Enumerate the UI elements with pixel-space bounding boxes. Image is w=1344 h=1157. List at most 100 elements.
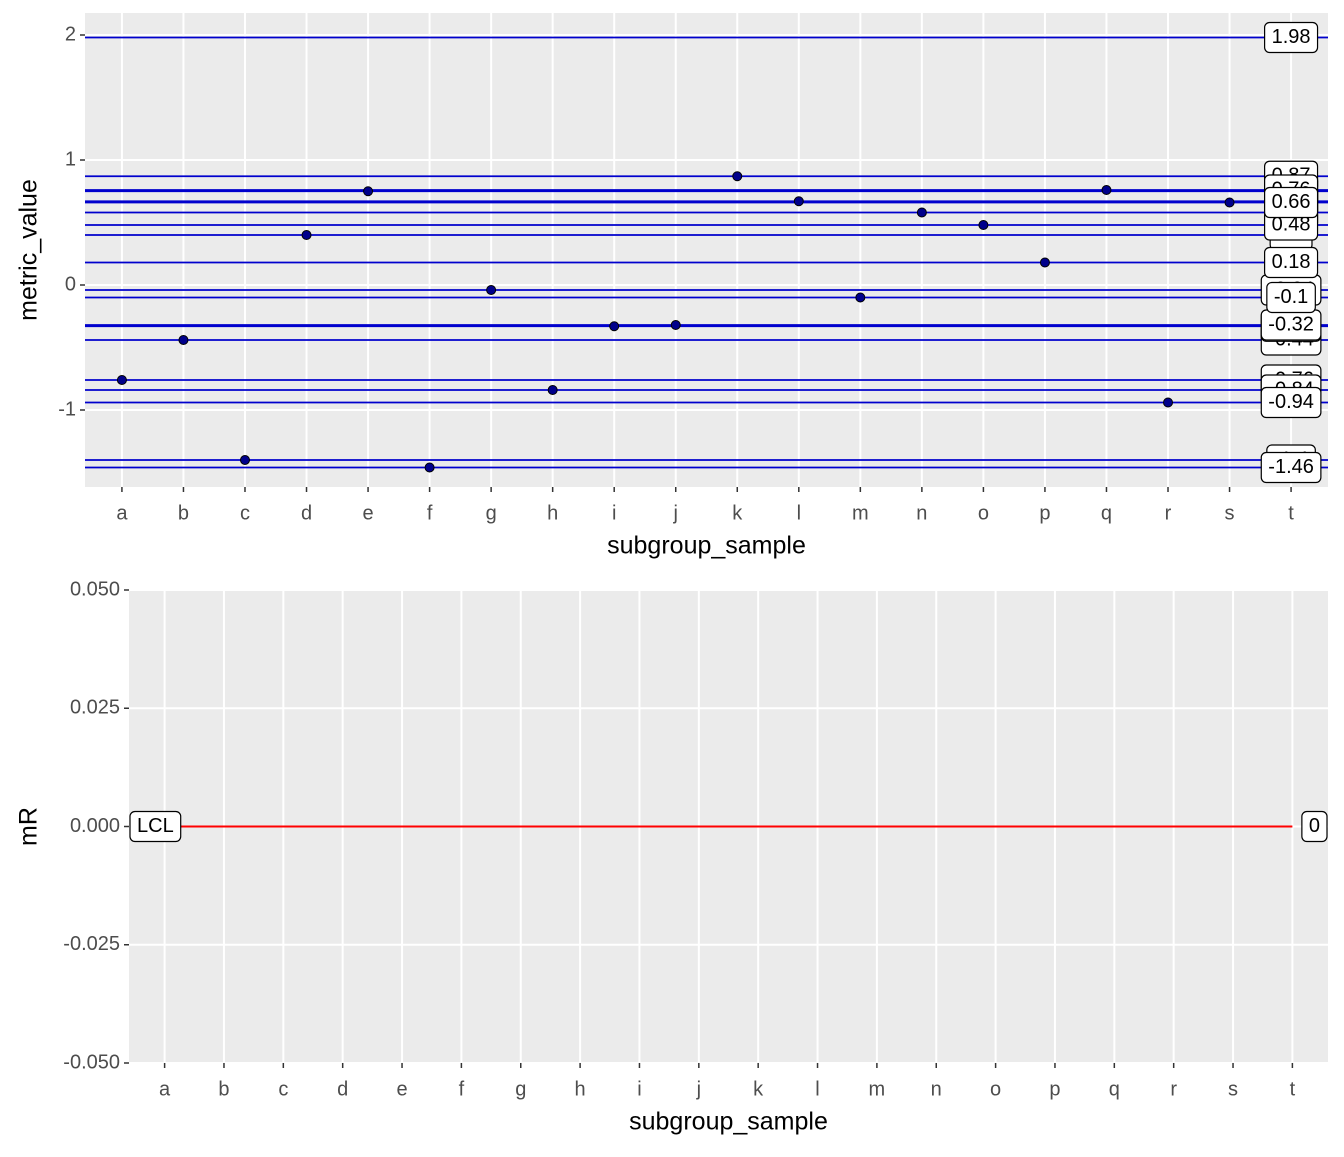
value-label: 1.98 <box>1264 21 1319 54</box>
point <box>670 320 681 330</box>
value-label: -0.1 <box>1266 281 1316 314</box>
y-tick-label: 1 <box>65 148 76 170</box>
label-box <box>1264 186 1319 219</box>
y-tick-label: -1 <box>58 398 76 420</box>
y-tick-label: 0.050 <box>70 578 120 600</box>
x-tick-label: r <box>1165 502 1172 524</box>
x-tick-label: q <box>1101 502 1112 524</box>
x-tick-label: e <box>362 502 373 524</box>
label-text: -0.32 <box>1268 313 1314 335</box>
x-axis-title: subgroup_sample <box>629 1108 828 1136</box>
point <box>424 462 435 473</box>
point <box>363 186 374 197</box>
label-text: 0.66 <box>1272 191 1311 213</box>
x-tick-label: l <box>815 1078 819 1100</box>
x-tick-label: i <box>612 502 616 524</box>
point <box>978 220 989 230</box>
y-tick-label: 0.000 <box>70 815 120 837</box>
x-tick-label: o <box>990 1078 1001 1100</box>
label-text: 0 <box>1309 815 1320 837</box>
point <box>1039 257 1050 268</box>
x-tick-label: h <box>547 502 558 524</box>
label-text: 0.18 <box>1272 251 1311 273</box>
x-tick-label: n <box>931 1078 942 1100</box>
point <box>239 455 250 465</box>
x-tick-label: k <box>753 1078 764 1100</box>
x-tick-label: p <box>1049 1078 1060 1100</box>
label-box <box>1266 281 1316 314</box>
x-tick-label: g <box>486 502 497 524</box>
value-label: LCL <box>129 810 182 843</box>
x-tick-label: o <box>978 502 989 524</box>
y-tick-label: 0 <box>65 273 76 295</box>
x-tick-label: b <box>178 502 189 524</box>
x-tick-label: f <box>459 1078 465 1100</box>
label-box <box>129 810 182 843</box>
y-tick-label: -0.050 <box>63 1051 120 1073</box>
x-tick-label: s <box>1225 502 1235 524</box>
x-tick-label: m <box>852 502 869 524</box>
x-tick-label: k <box>732 502 743 524</box>
x-tick-label: d <box>337 1078 348 1100</box>
value-label: 0.18 <box>1264 246 1319 279</box>
label-box <box>1264 21 1319 54</box>
label-text: 0.48 <box>1272 213 1311 235</box>
x-tick-label: j <box>673 502 678 524</box>
x-tick-label: r <box>1170 1078 1177 1100</box>
x-tick-label: a <box>159 1078 171 1100</box>
point <box>732 171 743 182</box>
point <box>486 285 497 295</box>
label-box <box>1260 386 1322 419</box>
label-text: -0.1 <box>1274 286 1308 308</box>
value-label: 0.66 <box>1264 186 1319 219</box>
x-tick-label: q <box>1109 1078 1120 1100</box>
label-box <box>1301 810 1328 843</box>
label-box <box>1264 246 1319 279</box>
point <box>1224 197 1235 208</box>
point <box>1163 397 1174 408</box>
x-tick-label: t <box>1290 1078 1296 1100</box>
x-tick-label: b <box>218 1078 229 1100</box>
y-tick-label: 2 <box>65 23 76 45</box>
point <box>609 321 620 332</box>
value-label: -0.32 <box>1260 309 1322 341</box>
x-tick-label: h <box>575 1078 586 1100</box>
x-tick-label: p <box>1039 502 1050 524</box>
point <box>1101 185 1112 195</box>
x-tick-label: t <box>1288 502 1294 524</box>
x-tick-label: g <box>515 1078 526 1100</box>
x-tick-label: f <box>427 502 433 524</box>
point <box>793 196 804 207</box>
point <box>116 375 127 385</box>
label-box <box>1260 451 1322 484</box>
y-tick-label: 0.025 <box>70 697 120 719</box>
x-tick-label: l <box>797 502 801 524</box>
point <box>916 207 927 218</box>
x-tick-label: i <box>637 1078 641 1100</box>
value-label: 0 <box>1301 810 1328 843</box>
x-tick-label: e <box>396 1078 407 1100</box>
x-tick-label: n <box>916 502 927 524</box>
x-tick-label: a <box>116 502 128 524</box>
point <box>855 292 866 303</box>
x-tick-label: d <box>301 502 312 524</box>
label-text: -0.94 <box>1268 391 1314 413</box>
x-axis-title: subgroup_sample <box>607 532 806 560</box>
label-text: 1.98 <box>1272 26 1311 48</box>
x-tick-label: s <box>1228 1078 1238 1100</box>
label-text: LCL <box>137 815 174 837</box>
y-axis-title: metric_value <box>15 179 43 321</box>
point <box>301 230 312 240</box>
panel-background <box>85 13 1328 487</box>
point <box>178 335 189 345</box>
y-tick-label: -0.025 <box>63 933 120 955</box>
value-label: -1.46 <box>1260 451 1322 484</box>
x-tick-label: c <box>278 1078 288 1100</box>
point <box>547 385 558 395</box>
y-axis-title: mR <box>15 807 43 846</box>
x-tick-label: m <box>869 1078 886 1100</box>
x-tick-label: j <box>696 1078 701 1100</box>
value-label: -0.94 <box>1260 386 1322 419</box>
x-tick-label: c <box>240 502 250 524</box>
